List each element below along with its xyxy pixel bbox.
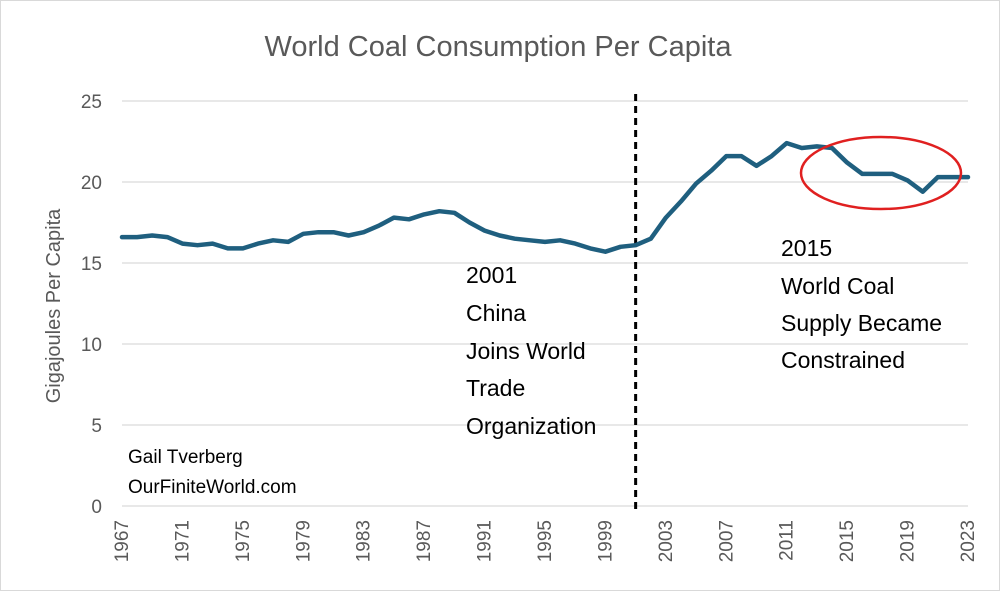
x-tick-label: 2007 (716, 520, 737, 562)
note-line: 2001 (466, 262, 517, 288)
note-line: Supply Became (781, 310, 942, 336)
x-tick-label: 2011 (777, 520, 798, 561)
x-tick-label: 2015 (837, 520, 858, 562)
y-tick-label: 5 (91, 416, 102, 437)
note-line: World Coal (781, 273, 894, 299)
note-line: 2015 (781, 235, 832, 261)
chart-title: World Coal Consumption Per Capita (265, 31, 733, 63)
author-credit: Gail Tverberg OurFiniteWorld.com (128, 447, 297, 498)
x-tick-label: 2019 (898, 520, 919, 562)
constraint-highlight-ellipse (799, 135, 963, 211)
x-tick-label: 1983 (354, 520, 375, 562)
note-line: Joins World (466, 338, 586, 364)
y-tick-labels: 0 5 10 15 20 25 (81, 92, 102, 518)
note-line: Trade (466, 375, 525, 401)
x-tick-label: 2023 (958, 520, 979, 562)
y-tick-label: 25 (81, 92, 102, 113)
y-tick-label: 15 (81, 254, 102, 275)
x-tick-label: 1987 (414, 520, 435, 562)
credit-author: Gail Tverberg (128, 447, 243, 468)
y-tick-label: 0 (91, 497, 102, 518)
x-tick-label: 1971 (172, 520, 193, 562)
note-line: China (466, 300, 526, 326)
x-tick-label: 1995 (535, 520, 556, 562)
x-tick-label: 1999 (595, 520, 616, 562)
x-tick-label: 1967 (112, 520, 133, 562)
credit-website: OurFiniteWorld.com (128, 477, 297, 498)
x-tick-labels: 1967 1971 1975 1979 1983 1987 1991 1995 1999 2003… (112, 520, 979, 562)
x-tick-label: 1991 (475, 520, 496, 562)
x-tick-label: 1979 (293, 520, 314, 562)
y-tick-label: 20 (81, 173, 102, 194)
note-line: Organization (466, 413, 596, 439)
annotation-china-wto: 2001 China Joins World Trade Organizatio… (466, 262, 596, 439)
annotation-supply-constrained: 2015 World Coal Supply Became Constraine… (781, 235, 942, 373)
y-tick-label: 10 (81, 335, 102, 356)
x-tick-label: 1975 (233, 520, 254, 562)
x-tick-label: 2003 (656, 520, 677, 562)
series-line (119, 140, 971, 254)
y-axis-label: Gigajoules Per Capita (43, 208, 65, 403)
note-line: Constrained (781, 347, 905, 373)
gridlines (122, 100, 968, 507)
